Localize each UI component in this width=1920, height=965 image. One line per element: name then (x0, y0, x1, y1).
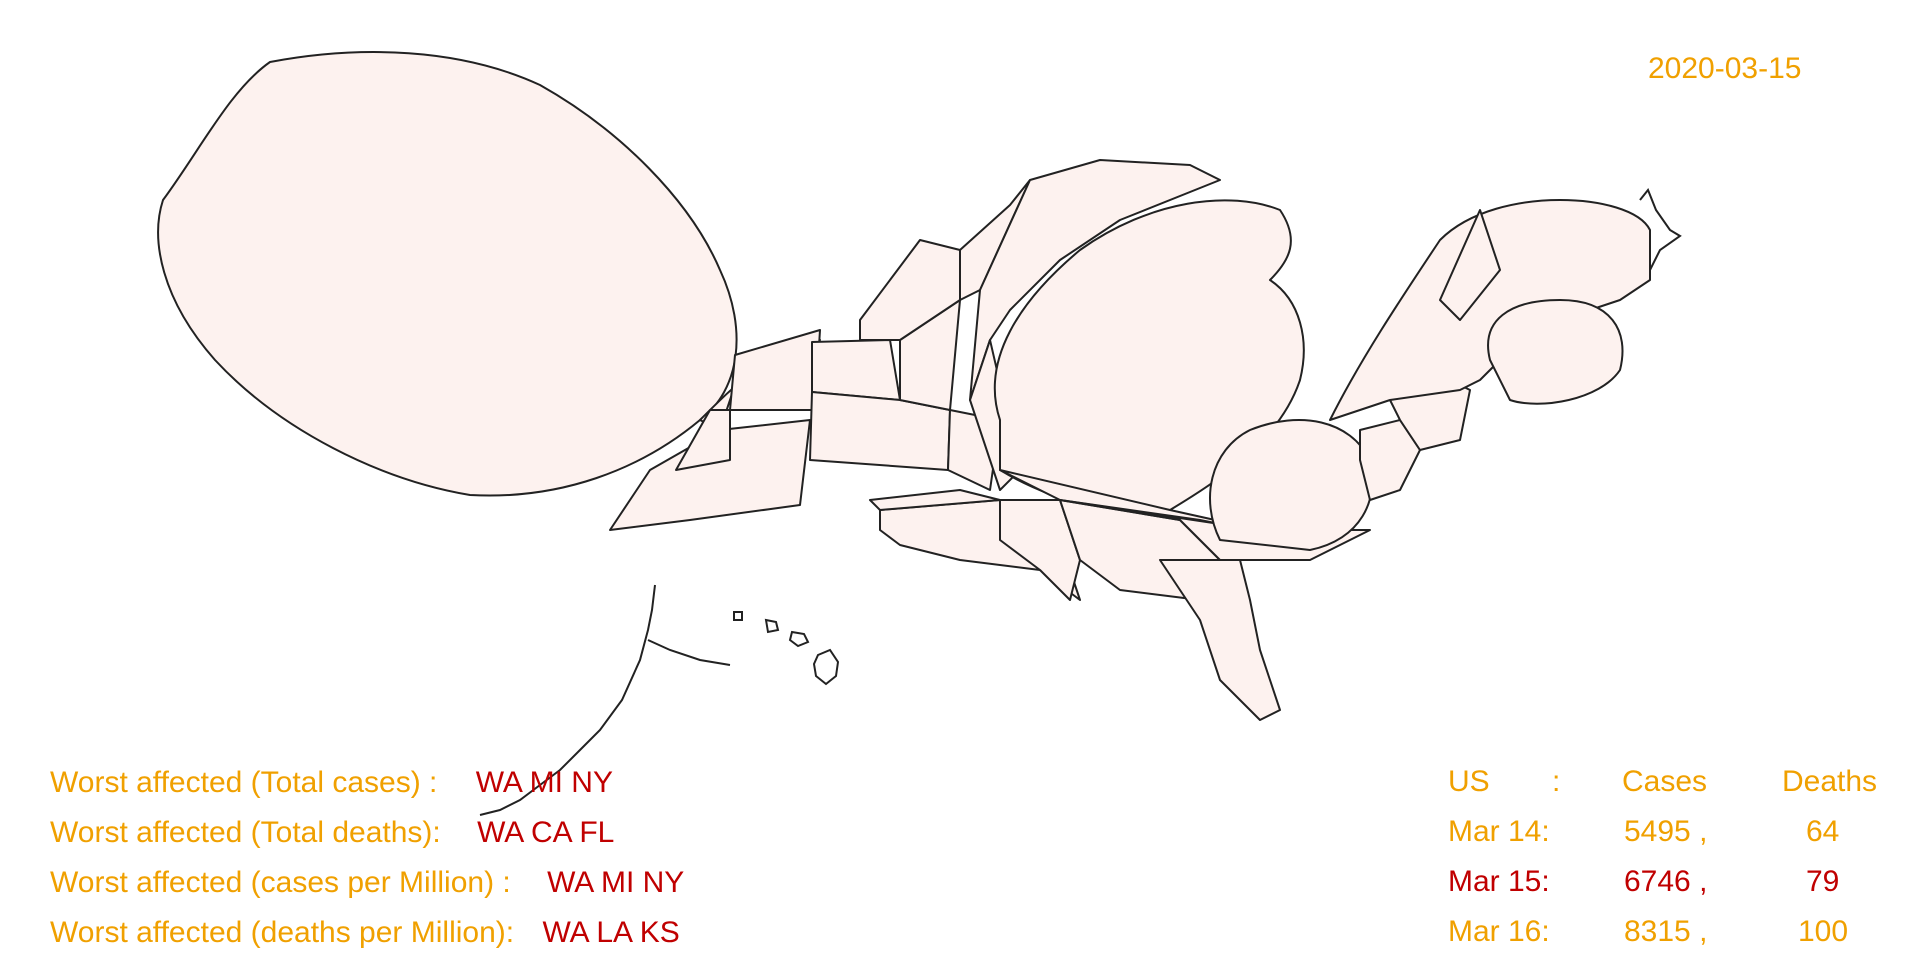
worst-cases-per-million-row: Worst affected (cases per Million) : WA … (50, 866, 684, 900)
state-new-york (1209, 419, 1374, 551)
stats-deaths: 100 (1798, 915, 1849, 948)
worst-cases-row: Worst affected (Total cases) : WA MI NY (50, 766, 613, 800)
worst-deaths-per-million-label: Worst affected (deaths per Million): (50, 916, 515, 949)
hawaii-kauai (733, 611, 743, 621)
stats-date: Mar 14: (1448, 815, 1550, 848)
state-florida (1159, 559, 1281, 721)
stats-separator: : (1552, 765, 1561, 798)
maine-coast (1639, 188, 1682, 271)
stats-cases: 5495 , (1624, 815, 1708, 848)
stats-cases-header: Cases (1622, 765, 1708, 798)
hawaii-maui (788, 630, 810, 648)
state-new-england (1329, 199, 1651, 421)
state-idaho (729, 329, 821, 411)
state-new-mexico (675, 409, 731, 471)
alaska-peninsula (479, 584, 656, 816)
state-vermont-nh (1439, 209, 1501, 321)
stats-deaths: 79 (1806, 865, 1840, 898)
worst-cases-states: WA MI NY (475, 766, 613, 799)
worst-deaths-per-million-states: WA LA KS (542, 916, 680, 949)
stats-deaths: 64 (1806, 815, 1840, 848)
state-massachusetts-connecticut (1487, 299, 1624, 405)
stats-date: Mar 15: (1448, 865, 1550, 898)
worst-deaths-label: Worst affected (Total deaths): (50, 816, 441, 849)
worst-cases-label: Worst affected (Total cases) : (50, 766, 438, 799)
worst-cases-per-million-states: WA MI NY (547, 866, 685, 899)
state-utah (811, 339, 901, 401)
worst-deaths-row: Worst affected (Total deaths): WA CA FL (50, 816, 614, 850)
worst-deaths-per-million-row: Worst affected (deaths per Million): WA … (50, 916, 680, 950)
stats-cases: 8315 , (1624, 915, 1708, 948)
map-date: 2020-03-15 (1648, 52, 1802, 85)
stats-date: Mar 16: (1448, 915, 1550, 948)
stats-cases: 6746 , (1624, 865, 1708, 898)
state-arizona (609, 419, 811, 531)
state-california (157, 51, 738, 497)
alaska-arm (647, 639, 731, 666)
worst-deaths-states: WA CA FL (477, 816, 615, 849)
stats-deaths-header: Deaths (1782, 765, 1878, 798)
hawaii-oahu (764, 618, 780, 634)
stats-country: US (1448, 765, 1490, 798)
hawaii-big-island (812, 648, 840, 686)
worst-cases-per-million-label: Worst affected (cases per Million) : (50, 866, 511, 899)
